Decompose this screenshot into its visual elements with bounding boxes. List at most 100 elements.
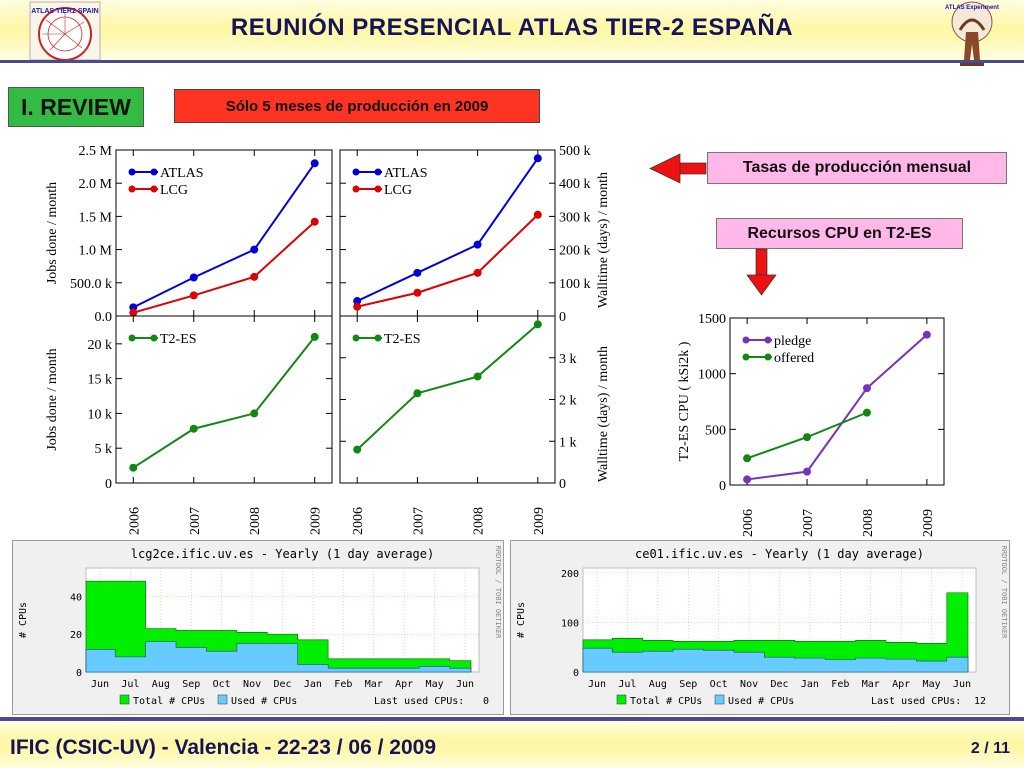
x-tick-label: 2008 [248, 507, 263, 535]
chart-walltime-t2es: 0 1 k 2 k 3 k 2006 2007 2008 2009 Walltime (days… [339, 315, 611, 535]
y-tick-label: 2.0 M [79, 177, 113, 192]
slide-title: REUNIÓN PRESENCIAL ATLAS TIER-2 ESPAÑA [230, 14, 794, 41]
x-tick-label: 2007 [188, 507, 203, 535]
data-point [473, 372, 482, 381]
plot-frame [115, 149, 333, 317]
legend-marker [150, 334, 158, 342]
y-tick-label: 500 k [559, 144, 591, 159]
section-label: I. REVIEW [8, 87, 144, 127]
production-note: Sólo 5 meses de producción en 2009 [174, 89, 540, 123]
series-line-t2-es [132, 336, 316, 469]
chart-jobs-lcg: 0.0 500.0 k 1.0 M 1.5 M 2.0 M 2.5 M Jobs done … [45, 144, 333, 325]
legend-marker [764, 336, 772, 344]
data-point [803, 467, 812, 476]
chart-jobs-t2es: 0 5 k 10 k 15 k 20 k 2006 2007 2008 2009 Jobs don… [45, 315, 333, 535]
arrow-down-icon [746, 248, 777, 296]
plot-frame [729, 317, 945, 486]
legend-label-atlas: ATLAS [160, 166, 204, 181]
rrd-panel-lcg2ce [12, 540, 504, 715]
y-tick-label: 2.5 M [79, 144, 113, 159]
series-line-atlas [356, 157, 539, 302]
legend-label-atlas: ATLAS [384, 166, 428, 181]
data-point [413, 288, 422, 297]
rrd-panel-ce01 [510, 540, 1010, 715]
data-point [310, 159, 319, 168]
data-point [533, 210, 542, 219]
y-tick-label: 2 k [559, 394, 577, 409]
data-point [250, 409, 259, 418]
data-point [473, 240, 482, 249]
data-point [533, 154, 542, 163]
x-tick-label: 2009 [921, 509, 936, 537]
y-axis-title: Jobs done / month [45, 348, 60, 450]
cpu-resources-label: Recursos CPU en T2-ES [716, 218, 963, 249]
data-point [862, 408, 871, 417]
data-point [743, 454, 752, 463]
y-tick-label: 0 [105, 477, 112, 492]
y-tick-label: 5 k [95, 442, 113, 457]
data-point [803, 433, 812, 442]
y-tick-label: 0.0 [95, 310, 113, 325]
data-point [743, 475, 752, 484]
data-point [310, 217, 319, 226]
data-point [189, 424, 198, 433]
y-tick-label: 1000 [698, 368, 726, 383]
data-point [353, 302, 362, 311]
data-point [189, 291, 198, 300]
data-point [129, 463, 138, 472]
y-tick-label: 500.0 k [70, 277, 112, 292]
x-tick-label: 2006 [741, 509, 756, 537]
data-point [353, 445, 362, 454]
y-tick-label: 200 k [559, 244, 591, 259]
y-tick-label: 1.0 M [79, 244, 113, 259]
y-tick-label: 20 k [88, 338, 113, 353]
data-point [413, 268, 422, 277]
footer-band [0, 721, 1024, 768]
series-line-t2-es [356, 323, 539, 451]
data-point [862, 384, 871, 393]
header-band [0, 0, 1024, 60]
legend-marker [764, 353, 772, 361]
series-line-lcg [356, 214, 539, 308]
data-point [413, 389, 422, 398]
data-point [250, 245, 259, 254]
y-tick-label: 10 k [88, 407, 113, 422]
y-tick-label: 1.5 M [79, 210, 113, 225]
chart-walltime-lcg: 0 100 k 200 k 300 k 400 k 500 k Walltime (days… [339, 144, 611, 325]
monthly-rates-label: Tasas de producción mensual [707, 152, 1007, 184]
y-tick-label: 0 [559, 310, 566, 325]
data-point [473, 268, 482, 277]
legend-label-offered: offered [774, 351, 814, 366]
y-axis-title: Jobs done / month [45, 182, 60, 284]
data-point [310, 332, 319, 341]
legend-label-t2-es: T2-ES [384, 332, 421, 347]
y-axis-title: Walltime (days) / month [596, 346, 611, 482]
data-point [353, 297, 362, 306]
legend-label-lcg: LCG [384, 183, 412, 198]
series-line-atlas [132, 162, 316, 309]
y-tick-label: 0 [719, 479, 726, 494]
x-tick-label: 2008 [861, 509, 876, 537]
x-tick-label: 2006 [127, 507, 142, 535]
legend-label-pledge: pledge [774, 334, 811, 349]
y-axis-title: Walltime (days) / month [596, 172, 611, 308]
legend-marker [374, 185, 382, 193]
plot-frame [339, 149, 556, 317]
x-tick-label: 2007 [411, 507, 426, 535]
arrow-left-icon [649, 153, 707, 184]
x-tick-label: 2007 [801, 509, 816, 537]
series-line-pledge [746, 333, 928, 481]
x-tick-label: 2009 [532, 507, 547, 535]
atlas-experiment-logo: ATLAS Experiment [945, 1, 999, 66]
x-tick-label: 2008 [472, 507, 487, 535]
y-tick-label: 300 k [559, 210, 591, 225]
data-point [922, 330, 931, 339]
data-point [129, 308, 138, 317]
header-rule [0, 60, 1024, 63]
svg-text:ATLAS TIER2 SPAIN: ATLAS TIER2 SPAIN [31, 8, 98, 15]
svg-text:ATLAS Experiment: ATLAS Experiment [945, 5, 999, 11]
footer-event: IFIC (CSIC-UV) - Valencia - 22-23 / 06 /… [10, 736, 436, 759]
legend-marker [150, 168, 158, 176]
y-tick-label: 0 [559, 477, 566, 492]
footer-rule [0, 717, 1024, 721]
